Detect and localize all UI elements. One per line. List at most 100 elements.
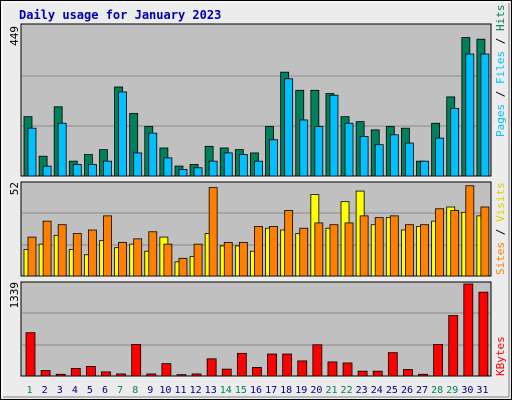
sites-bar-day-16 xyxy=(254,226,263,277)
sites-bar-day-27 xyxy=(420,224,429,277)
day-label-25: 25 xyxy=(386,385,398,396)
kbytes-bar-day-29 xyxy=(448,315,459,377)
day-label-20: 20 xyxy=(310,385,322,396)
kbytes-bar-day-26 xyxy=(403,369,413,377)
files-bar-day-31 xyxy=(480,53,490,177)
files-bar-day-2 xyxy=(42,165,52,177)
sites-bar-day-5 xyxy=(87,229,97,277)
files-bar-day-6 xyxy=(103,160,112,177)
day-label-9: 9 xyxy=(147,385,153,396)
day-label-8: 8 xyxy=(132,385,138,396)
sites-bar-day-19 xyxy=(299,227,309,277)
kbytes-bar-day-7 xyxy=(116,373,126,377)
kbytes-bar-day-16 xyxy=(252,367,262,377)
day-label-16: 16 xyxy=(250,385,262,396)
legend-visits: Visits xyxy=(494,182,507,222)
hits-legend: Pages / Files / Hits xyxy=(494,5,507,138)
kbytes-bar-day-3 xyxy=(55,373,66,377)
files-bar-day-27 xyxy=(420,160,429,177)
day-label-26: 26 xyxy=(401,385,413,396)
files-bar-day-13 xyxy=(208,160,218,177)
legend-sep-3: / xyxy=(494,222,507,242)
svg-text:Sites / Visits: Sites / Visits xyxy=(494,182,507,275)
day-label-22: 22 xyxy=(341,385,353,396)
files-bar-day-15 xyxy=(238,154,248,177)
files-bar-day-7 xyxy=(118,91,127,177)
sites-bar-day-11 xyxy=(178,257,188,277)
hits-gridlines xyxy=(22,75,490,127)
files-bar-day-16 xyxy=(254,160,263,177)
kbytes-bar-day-5 xyxy=(85,365,96,377)
legend-files: Files xyxy=(494,51,507,84)
legend-sep-1: / xyxy=(494,84,507,104)
files-bar-day-8 xyxy=(133,152,143,177)
legend-kbytes: KBytes xyxy=(494,336,507,376)
sites-bar-day-23 xyxy=(359,215,369,277)
files-bar-day-12 xyxy=(193,167,203,177)
kbytes-bar-day-20 xyxy=(312,344,323,377)
sites-bar-day-3 xyxy=(57,224,67,277)
day-label-7: 7 xyxy=(117,385,123,396)
kbytes-bar-day-30 xyxy=(463,283,474,377)
kbytes-bar-day-28 xyxy=(433,343,444,377)
sites-bar-day-4 xyxy=(72,233,82,277)
kbytes-bar-day-10 xyxy=(161,363,172,377)
files-bar-day-9 xyxy=(148,132,158,177)
day-label-27: 27 xyxy=(416,385,428,396)
kbytes-bars xyxy=(25,283,489,377)
day-label-2: 2 xyxy=(42,385,48,396)
legend-sep-2: / xyxy=(494,31,507,51)
files-bar-day-23 xyxy=(359,136,369,177)
day-label-24: 24 xyxy=(371,385,383,396)
day-label-11: 11 xyxy=(174,385,186,396)
kbytes-bar-day-25 xyxy=(387,352,398,377)
kbytes-bar-day-15 xyxy=(236,352,247,377)
kbytes-bar-day-2 xyxy=(40,370,51,377)
legend-pages: Pages xyxy=(494,104,507,137)
day-label-18: 18 xyxy=(280,385,292,396)
files-bar-day-1 xyxy=(27,127,37,177)
day-label-28: 28 xyxy=(431,385,443,396)
day-label-1: 1 xyxy=(27,385,33,396)
files-bar-day-30 xyxy=(465,53,475,177)
sites-bar-day-15 xyxy=(238,241,248,277)
day-label-10: 10 xyxy=(159,385,171,396)
sites-bar-day-13 xyxy=(208,187,218,277)
kbytes-panel xyxy=(20,281,492,377)
sites-bar-day-14 xyxy=(223,241,233,277)
kbytes-bar-day-27 xyxy=(418,373,428,377)
sites-bar-day-29 xyxy=(450,210,460,277)
sites-bar-day-25 xyxy=(389,215,399,277)
kbytes-bar-day-22 xyxy=(342,362,353,377)
kbytes-bar-day-8 xyxy=(131,343,142,377)
files-bar-day-29 xyxy=(450,108,460,177)
kbytes-bar-day-17 xyxy=(267,353,277,377)
chart-title: Daily usage for January 2023 xyxy=(19,8,221,22)
kbytes-ymax-label: 1339 xyxy=(8,282,21,309)
visits-legend: Sites / Visits xyxy=(494,182,507,275)
files-bar-day-11 xyxy=(178,169,188,177)
day-label-29: 29 xyxy=(446,385,458,396)
kbytes-gridlines xyxy=(22,312,490,346)
day-label-23: 23 xyxy=(356,385,368,396)
sites-bar-day-24 xyxy=(374,217,384,277)
kbytes-bar-day-12 xyxy=(191,373,202,377)
day-label-17: 17 xyxy=(265,385,277,396)
files-bar-day-21 xyxy=(329,94,339,177)
sites-bar-day-17 xyxy=(269,226,278,277)
day-label-19: 19 xyxy=(295,385,307,396)
day-label-5: 5 xyxy=(87,385,93,396)
files-bar-day-24 xyxy=(374,144,384,177)
files-bar-day-18 xyxy=(284,78,294,177)
kbytes-bar-day-21 xyxy=(327,361,338,377)
kbytes-bar-day-9 xyxy=(146,373,157,377)
sites-bar-day-28 xyxy=(435,208,445,277)
svg-text:Pages / Files / Hits: Pages / Files / Hits xyxy=(494,5,507,138)
sites-bar-day-10 xyxy=(163,243,173,277)
files-bar-day-25 xyxy=(389,134,399,177)
files-bar-day-5 xyxy=(87,164,97,177)
files-bar-day-26 xyxy=(405,142,414,177)
kbytes-bar-day-11 xyxy=(176,374,187,377)
sites-bar-day-22 xyxy=(344,222,354,277)
